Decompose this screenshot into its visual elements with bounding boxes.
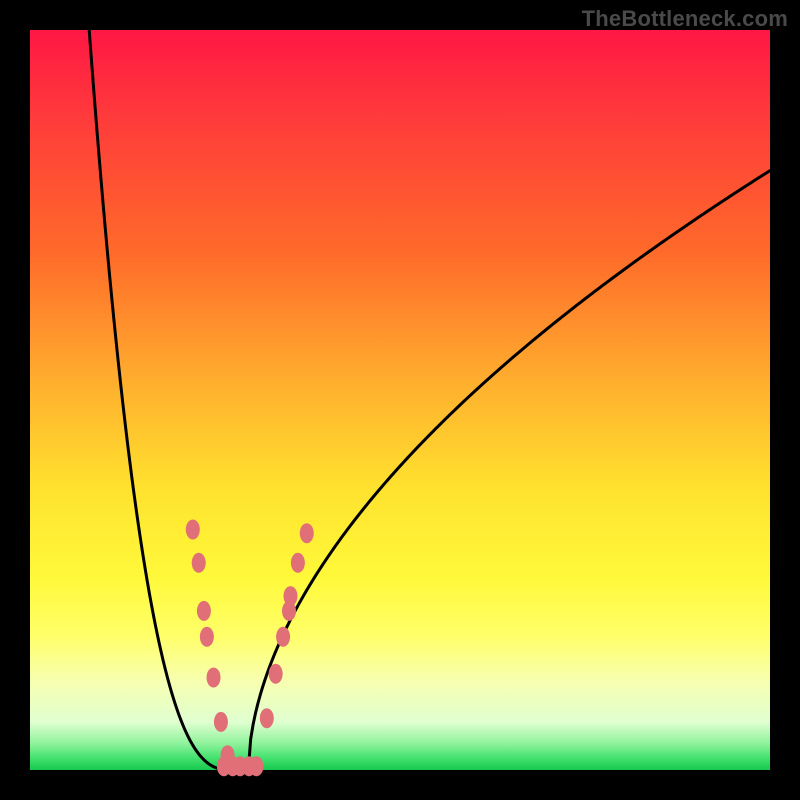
- curve-marker: [249, 756, 263, 776]
- curve-marker: [269, 664, 283, 684]
- curve-marker: [300, 523, 314, 543]
- plot-background-gradient: [30, 30, 770, 770]
- curve-marker: [200, 627, 214, 647]
- chart-container: TheBottleneck.com: [0, 0, 800, 800]
- curve-marker: [283, 586, 297, 606]
- watermark-text: TheBottleneck.com: [582, 6, 788, 32]
- curve-marker: [192, 553, 206, 573]
- curve-marker: [207, 668, 221, 688]
- curve-marker: [197, 601, 211, 621]
- curve-marker: [186, 520, 200, 540]
- curve-marker: [260, 708, 274, 728]
- curve-marker: [291, 553, 305, 573]
- bottleneck-curve-chart: [0, 0, 800, 800]
- curve-marker: [214, 712, 228, 732]
- curve-marker: [276, 627, 290, 647]
